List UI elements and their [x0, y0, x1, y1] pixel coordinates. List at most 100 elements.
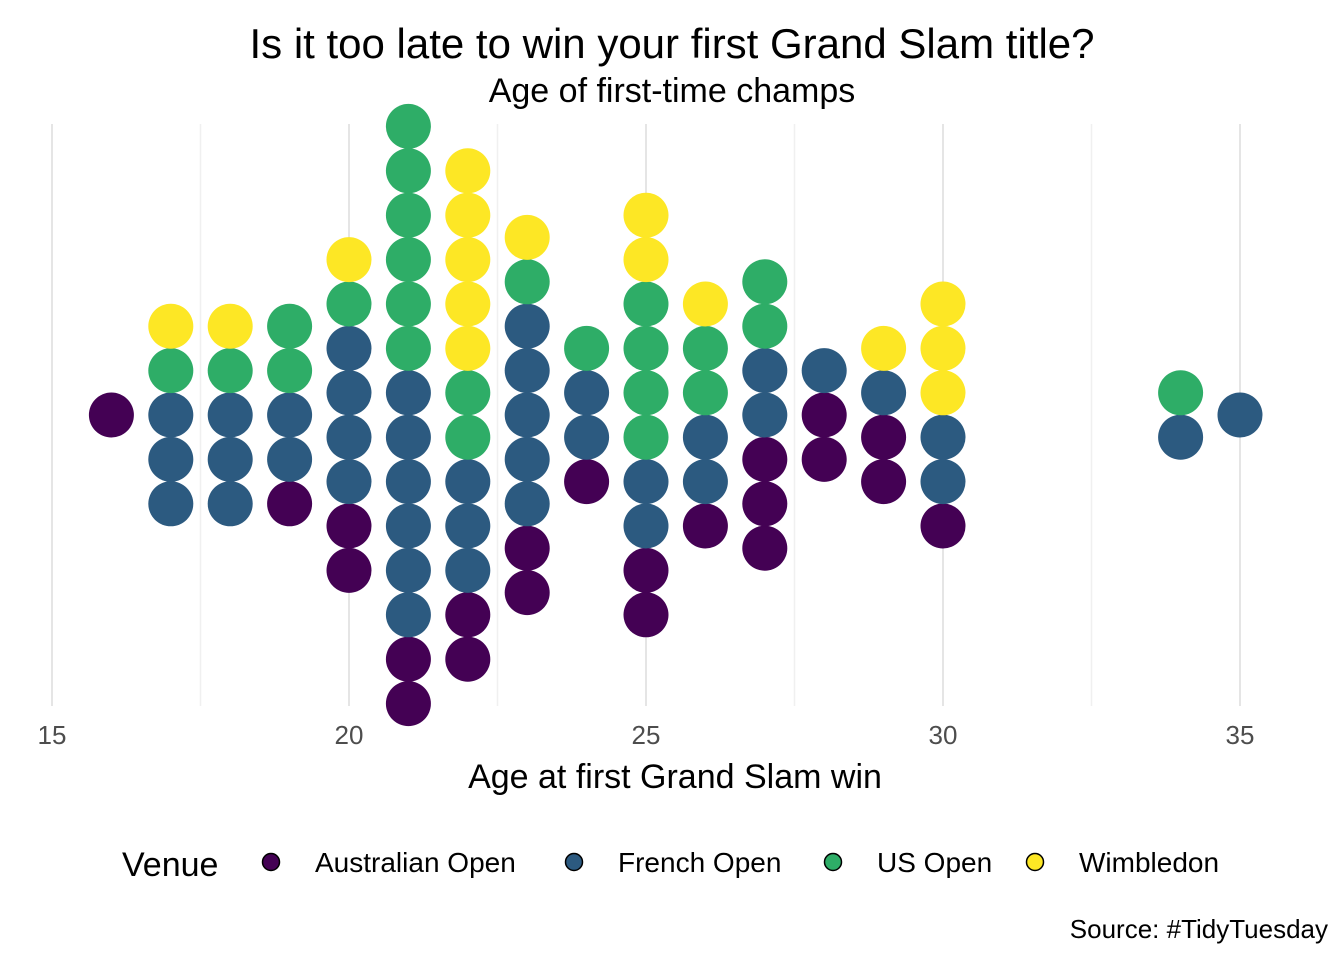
- dot-us-open: US Open — 34: [1158, 370, 1204, 416]
- dot-us-open: US Open — 26: [682, 325, 728, 371]
- legend-item: Australian Open: [261, 847, 516, 878]
- dot-wimbledon: Wimbledon — 25: [623, 237, 669, 283]
- dot-french-open: French Open — 35: [1217, 392, 1263, 438]
- dot-french-open: French Open — 24: [564, 370, 610, 416]
- legend-item: US Open: [823, 847, 992, 878]
- dot-australian-open: Australian Open — 29: [861, 414, 907, 460]
- x-tick-label: 35: [1226, 720, 1255, 750]
- dot-french-open: French Open — 27: [742, 348, 788, 394]
- dot-us-open: US Open — 21: [385, 237, 431, 283]
- dot-french-open: French Open — 26: [682, 414, 728, 460]
- dot-australian-open: Australian Open — 25: [623, 547, 669, 593]
- dot-french-open: French Open — 21: [385, 547, 431, 593]
- dot-french-open: French Open — 21: [385, 414, 431, 460]
- dot-australian-open: Australian Open — 19: [267, 481, 313, 527]
- dot-us-open: US Open — 25: [623, 414, 669, 460]
- dot-us-open: US Open — 25: [623, 370, 669, 416]
- dot-wimbledon: Wimbledon — 22: [445, 325, 491, 371]
- legend: Venue Australian Open French Open US Open W…: [122, 846, 1219, 884]
- dot-plot: Australian Open — 16 French Open — 17 Fren…: [88, 103, 1263, 727]
- legend-label: US Open: [877, 847, 992, 878]
- dot-australian-open: Australian Open — 25: [623, 592, 669, 638]
- dot-us-open: US Open — 21: [385, 325, 431, 371]
- dot-us-open: US Open — 22: [445, 414, 491, 460]
- dot-french-open: French Open — 17: [148, 481, 194, 527]
- dot-us-open: US Open — 27: [742, 303, 788, 349]
- dot-australian-open: Australian Open — 21: [385, 681, 431, 727]
- dot-wimbledon: Wimbledon — 22: [445, 148, 491, 194]
- legend-label: Wimbledon: [1079, 847, 1219, 878]
- dot-australian-open: Australian Open — 22: [445, 636, 491, 682]
- dot-french-open: French Open — 28: [801, 348, 847, 394]
- dot-french-open: French Open — 18: [207, 392, 253, 438]
- dot-wimbledon: Wimbledon — 22: [445, 192, 491, 238]
- dot-french-open: French Open — 21: [385, 503, 431, 549]
- caption: Source: #TidyTuesday: [1070, 914, 1328, 944]
- dot-french-open: French Open — 23: [504, 481, 550, 527]
- legend-key: [823, 852, 843, 872]
- dot-french-open: French Open — 22: [445, 547, 491, 593]
- dot-australian-open: Australian Open — 26: [682, 503, 728, 549]
- dot-french-open: French Open — 22: [445, 503, 491, 549]
- dot-australian-open: Australian Open — 27: [742, 481, 788, 527]
- dot-australian-open: Australian Open — 28: [801, 436, 847, 482]
- dot-wimbledon: Wimbledon — 17: [148, 303, 194, 349]
- dot-us-open: US Open — 27: [742, 259, 788, 305]
- dot-us-open: US Open — 23: [504, 259, 550, 305]
- legend-key: [261, 852, 281, 872]
- dot-australian-open: Australian Open — 23: [504, 570, 550, 616]
- dot-french-open: French Open — 23: [504, 392, 550, 438]
- dot-french-open: French Open — 24: [564, 414, 610, 460]
- dot-wimbledon: Wimbledon — 26: [682, 281, 728, 327]
- dot-wimbledon: Wimbledon — 22: [445, 281, 491, 327]
- dot-french-open: French Open — 23: [504, 303, 550, 349]
- dot-french-open: French Open — 21: [385, 459, 431, 505]
- dot-australian-open: Australian Open — 27: [742, 525, 788, 571]
- dot-french-open: French Open — 27: [742, 392, 788, 438]
- dot-us-open: US Open — 22: [445, 370, 491, 416]
- dot-french-open: French Open — 23: [504, 348, 550, 394]
- dot-french-open: French Open — 20: [326, 459, 372, 505]
- dot-french-open: French Open — 23: [504, 436, 550, 482]
- dot-australian-open: Australian Open — 20: [326, 503, 372, 549]
- dot-australian-open: Australian Open — 16: [88, 392, 134, 438]
- dot-french-open: French Open — 21: [385, 592, 431, 638]
- x-tick-label: 25: [632, 720, 661, 750]
- dot-us-open: US Open — 21: [385, 281, 431, 327]
- dot-french-open: French Open — 20: [326, 370, 372, 416]
- dot-wimbledon: Wimbledon — 20: [326, 237, 372, 283]
- dot-us-open: US Open — 17: [148, 348, 194, 394]
- dot-australian-open: Australian Open — 27: [742, 436, 788, 482]
- dot-french-open: French Open — 30: [920, 414, 966, 460]
- dot-australian-open: Australian Open — 23: [504, 525, 550, 571]
- dot-australian-open: Australian Open — 20: [326, 547, 372, 593]
- x-tick-label: 30: [929, 720, 958, 750]
- dot-french-open: French Open — 25: [623, 459, 669, 505]
- dot-australian-open: Australian Open — 28: [801, 392, 847, 438]
- dot-french-open: French Open — 17: [148, 392, 194, 438]
- chart-title: Is it too late to win your first Grand S…: [249, 20, 1094, 67]
- dot-french-open: French Open — 18: [207, 436, 253, 482]
- x-tick-label: 20: [335, 720, 364, 750]
- dot-us-open: US Open — 20: [326, 281, 372, 327]
- dot-french-open: French Open — 20: [326, 414, 372, 460]
- dot-australian-open: Australian Open — 21: [385, 636, 431, 682]
- dot-australian-open: Australian Open — 24: [564, 459, 610, 505]
- legend-item: French Open: [564, 847, 781, 878]
- dot-us-open: US Open — 24: [564, 325, 610, 371]
- dot-french-open: French Open — 25: [623, 503, 669, 549]
- dot-french-open: French Open — 26: [682, 459, 728, 505]
- dot-us-open: US Open — 26: [682, 370, 728, 416]
- legend-label: French Open: [618, 847, 781, 878]
- legend-label: Australian Open: [315, 847, 516, 878]
- dot-wimbledon: Wimbledon — 29: [861, 325, 907, 371]
- dot-us-open: US Open — 25: [623, 325, 669, 371]
- x-tick-label: 15: [38, 720, 67, 750]
- dot-wimbledon: Wimbledon — 23: [504, 214, 550, 260]
- dot-wimbledon: Wimbledon — 30: [920, 370, 966, 416]
- dot-french-open: French Open — 20: [326, 325, 372, 371]
- dot-us-open: US Open — 21: [385, 192, 431, 238]
- chart-subtitle: Age of first-time champs: [489, 72, 856, 110]
- dot-us-open: US Open — 18: [207, 348, 253, 394]
- dot-french-open: French Open — 18: [207, 481, 253, 527]
